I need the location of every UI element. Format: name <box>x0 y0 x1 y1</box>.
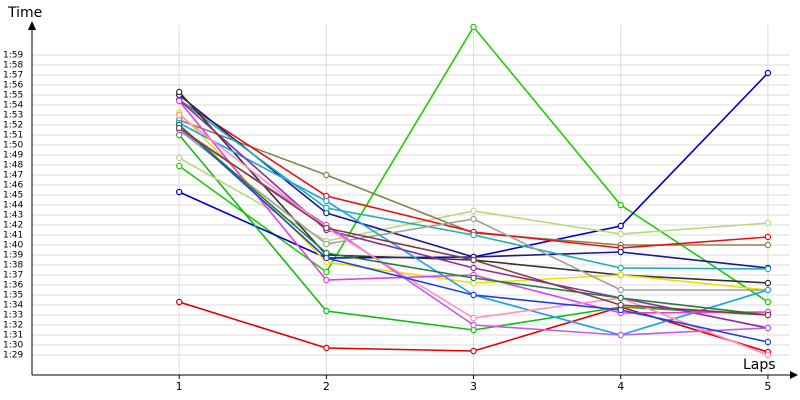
y-tick-label: 1:50 <box>3 141 23 151</box>
y-tick-label: 1:44 <box>3 201 23 211</box>
point <box>764 265 772 273</box>
point <box>470 314 477 322</box>
y-tick-label: 1:48 <box>3 161 23 171</box>
y-tick-label: 1:46 <box>3 181 23 191</box>
point <box>175 97 183 105</box>
y-tick-label: 1:54 <box>3 101 23 111</box>
y-tick-label: 1:34 <box>3 301 23 311</box>
y-tick-label: 1:29 <box>3 351 23 361</box>
lines <box>175 23 772 359</box>
point <box>617 248 624 256</box>
y-tick-label: 1:51 <box>3 131 23 141</box>
point <box>323 268 330 276</box>
point <box>470 264 477 272</box>
point <box>470 215 477 223</box>
point <box>175 298 183 306</box>
y-tick-label: 1:30 <box>3 341 23 351</box>
y-tick-label: 1:56 <box>3 81 23 91</box>
point <box>617 201 624 209</box>
point <box>764 324 772 332</box>
point <box>470 23 477 31</box>
y-tick-label: 1:38 <box>3 261 23 271</box>
point <box>764 351 772 359</box>
point <box>617 271 624 279</box>
point <box>470 207 477 215</box>
y-tick-label: 1:58 <box>3 61 23 71</box>
x-tick-label: 4 <box>617 380 624 393</box>
point <box>764 286 772 294</box>
point <box>764 298 772 306</box>
point <box>323 204 330 212</box>
x-axis-arrow <box>790 371 798 379</box>
point <box>175 88 183 96</box>
point <box>470 256 477 264</box>
y-tick-label: 1:45 <box>3 191 23 201</box>
point <box>323 197 330 205</box>
x-tick-label: 1 <box>176 380 183 393</box>
point <box>175 188 183 196</box>
y-tick-label: 1:55 <box>3 91 23 101</box>
point <box>617 301 624 309</box>
point <box>470 291 477 299</box>
point <box>323 276 330 284</box>
y-tick-label: 1:35 <box>3 291 23 301</box>
point <box>323 171 330 179</box>
y-axis-arrow <box>28 21 36 30</box>
y-tick-label: 1:53 <box>3 111 23 121</box>
point <box>175 124 183 132</box>
point <box>764 338 772 346</box>
x-tick-label: 3 <box>470 380 477 393</box>
y-tick-label: 1:57 <box>3 71 23 81</box>
point <box>323 249 330 257</box>
y-tick-label: 1:42 <box>3 221 23 231</box>
y-axis-title: Time <box>7 5 42 21</box>
point <box>764 69 772 77</box>
point <box>764 311 772 319</box>
point <box>175 111 183 119</box>
point <box>175 162 183 170</box>
grid <box>32 25 790 375</box>
y-tick-label: 1:40 <box>3 241 23 251</box>
y-tick-label: 1:47 <box>3 171 23 181</box>
point <box>617 331 624 339</box>
point <box>617 294 624 302</box>
y-tick-label: 1:59 <box>3 51 23 61</box>
point <box>323 307 330 315</box>
point <box>323 240 330 248</box>
point <box>617 230 624 238</box>
y-tick-label: 1:52 <box>3 121 23 131</box>
y-tick-label: 1:32 <box>3 321 23 331</box>
y-tick-label: 1:37 <box>3 271 23 281</box>
point <box>175 154 183 162</box>
point <box>764 219 772 227</box>
y-tick-label: 1:33 <box>3 311 23 321</box>
point <box>470 347 477 355</box>
point <box>764 241 772 249</box>
y-tick-label: 1:31 <box>3 331 23 341</box>
x-tick-label: 5 <box>764 380 771 393</box>
point <box>617 222 624 230</box>
point <box>764 233 772 241</box>
point <box>470 231 477 239</box>
y-tick-label: 1:43 <box>3 211 23 221</box>
point <box>323 344 330 352</box>
point <box>617 286 624 294</box>
point <box>617 264 624 272</box>
point <box>764 279 772 287</box>
point <box>470 321 477 329</box>
point <box>323 224 330 232</box>
x-tick-label: 2 <box>323 380 330 393</box>
y-tick-label: 1:36 <box>3 281 23 291</box>
y-tick-label: 1:41 <box>3 231 23 241</box>
y-tick-label: 1:39 <box>3 251 23 261</box>
y-tick-label: 1:49 <box>3 151 23 161</box>
point <box>470 274 477 282</box>
x-axis-title: Laps <box>743 357 776 373</box>
